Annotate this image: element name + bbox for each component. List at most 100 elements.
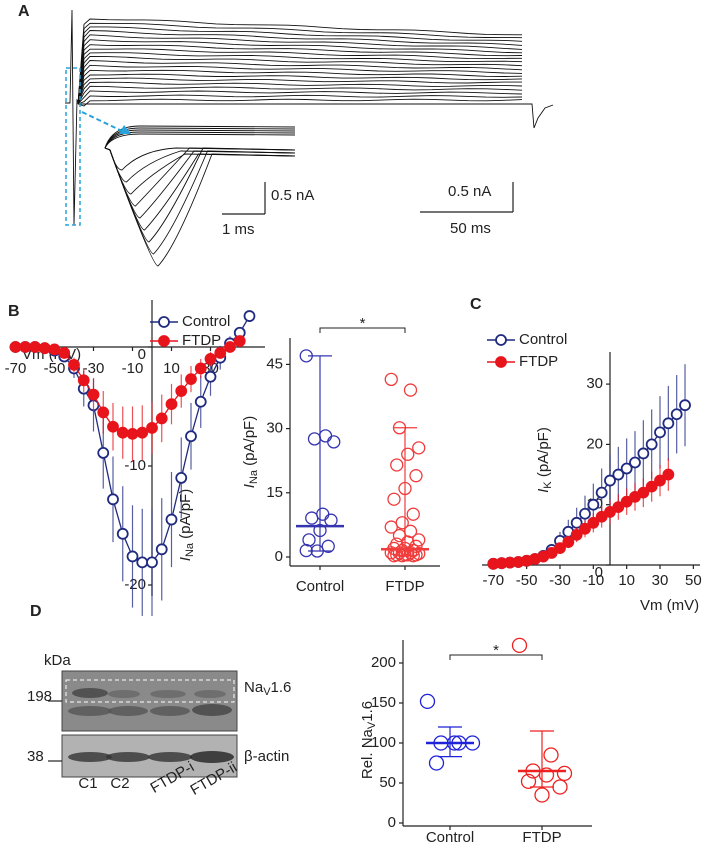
data-point bbox=[579, 507, 591, 520]
label-part: V bbox=[366, 721, 378, 729]
data-point bbox=[392, 421, 407, 435]
panel-label: B bbox=[8, 303, 20, 320]
zoom-arrow bbox=[81, 111, 123, 132]
panel-label: D bbox=[30, 603, 42, 620]
data-point bbox=[419, 693, 436, 710]
label-part: I bbox=[177, 557, 194, 561]
data-point bbox=[165, 398, 178, 411]
x-tick-label: -10 bbox=[582, 572, 604, 589]
data-point bbox=[126, 427, 139, 440]
unit-label: kDa bbox=[44, 652, 71, 669]
y-tick-label: 15 bbox=[266, 484, 283, 501]
label-part: Na bbox=[184, 542, 196, 557]
outward-trace bbox=[77, 81, 523, 105]
label-part: β-actin bbox=[244, 748, 289, 765]
data-point bbox=[185, 430, 197, 443]
outward-trace bbox=[77, 26, 523, 105]
data-point bbox=[165, 513, 178, 526]
x-tick-label: Control bbox=[426, 829, 474, 846]
x-tick-label: -10 bbox=[122, 360, 144, 377]
panel-label: A bbox=[18, 3, 30, 20]
x-tick-label: 10 bbox=[618, 572, 635, 589]
outward-trace bbox=[77, 48, 523, 105]
data-point bbox=[316, 507, 330, 521]
label-part: (pA/pF) bbox=[535, 427, 552, 481]
label-part: V bbox=[263, 686, 271, 698]
y-tick-label: -20 bbox=[124, 576, 146, 593]
data-point bbox=[107, 493, 119, 506]
data-point bbox=[595, 486, 608, 499]
data-point bbox=[392, 528, 407, 543]
legend-marker bbox=[495, 334, 507, 346]
data-point bbox=[175, 471, 188, 484]
x-tick-label: -70 bbox=[5, 360, 27, 377]
outward-trace bbox=[77, 98, 523, 107]
data-point bbox=[629, 456, 641, 469]
inset-trace bbox=[104, 125, 296, 149]
inset-trace bbox=[104, 147, 296, 207]
label-part: I bbox=[535, 489, 552, 493]
significance-mark: * bbox=[360, 315, 366, 332]
legend-label: Control bbox=[519, 331, 567, 348]
data-point bbox=[520, 773, 537, 790]
lane-label: C1 bbox=[78, 775, 97, 792]
data-point bbox=[204, 370, 217, 383]
data-point bbox=[670, 408, 683, 421]
data-point bbox=[645, 438, 658, 451]
data-point bbox=[654, 474, 666, 487]
label-part: 1.6 bbox=[359, 701, 376, 722]
x-tick-label: 50 bbox=[685, 572, 702, 589]
outward-trace bbox=[77, 69, 523, 105]
data-point bbox=[146, 556, 158, 569]
band bbox=[108, 706, 148, 716]
data-point bbox=[48, 343, 61, 356]
significance-mark: * bbox=[493, 642, 499, 659]
data-point bbox=[116, 527, 129, 540]
data-point bbox=[552, 779, 568, 795]
axis-label: NaV1.6 bbox=[244, 679, 291, 698]
data-point bbox=[299, 349, 313, 363]
data-point bbox=[620, 462, 633, 475]
marker-label: 198 bbox=[27, 688, 52, 705]
data-point bbox=[136, 556, 149, 569]
data-point bbox=[299, 543, 313, 558]
outward-trace bbox=[77, 39, 523, 105]
lane-label: C2 bbox=[110, 775, 129, 792]
data-point bbox=[604, 474, 616, 487]
inset-trace bbox=[104, 147, 296, 243]
data-point bbox=[534, 787, 550, 803]
data-point bbox=[384, 372, 398, 387]
marker-label: 38 bbox=[27, 748, 44, 765]
y-tick-label: -10 bbox=[124, 457, 146, 474]
data-point bbox=[214, 347, 227, 359]
data-point bbox=[554, 542, 566, 555]
data-point bbox=[587, 516, 600, 529]
band bbox=[68, 706, 112, 716]
outward-trace bbox=[77, 60, 523, 105]
data-point bbox=[313, 523, 327, 538]
data-point bbox=[194, 362, 207, 375]
data-point bbox=[87, 388, 100, 401]
band bbox=[192, 704, 232, 716]
data-point bbox=[305, 511, 319, 525]
data-point bbox=[562, 536, 575, 548]
data-point bbox=[612, 468, 625, 481]
outward-trace bbox=[77, 85, 523, 105]
data-point bbox=[587, 498, 600, 511]
data-point bbox=[538, 767, 555, 783]
data-point bbox=[412, 441, 426, 455]
band bbox=[108, 690, 140, 698]
data-point bbox=[637, 486, 650, 499]
data-point bbox=[406, 507, 420, 521]
data-point bbox=[224, 341, 236, 353]
data-point bbox=[556, 765, 573, 782]
y-tick-label: 30 bbox=[586, 375, 603, 392]
y-tick-label: 0 bbox=[388, 814, 396, 831]
data-point bbox=[310, 544, 324, 558]
outward-trace bbox=[77, 18, 523, 105]
band bbox=[194, 690, 226, 698]
x-tick-label: -70 bbox=[482, 572, 504, 589]
data-point bbox=[243, 310, 256, 322]
label-part: (pA/pF) bbox=[177, 489, 194, 543]
